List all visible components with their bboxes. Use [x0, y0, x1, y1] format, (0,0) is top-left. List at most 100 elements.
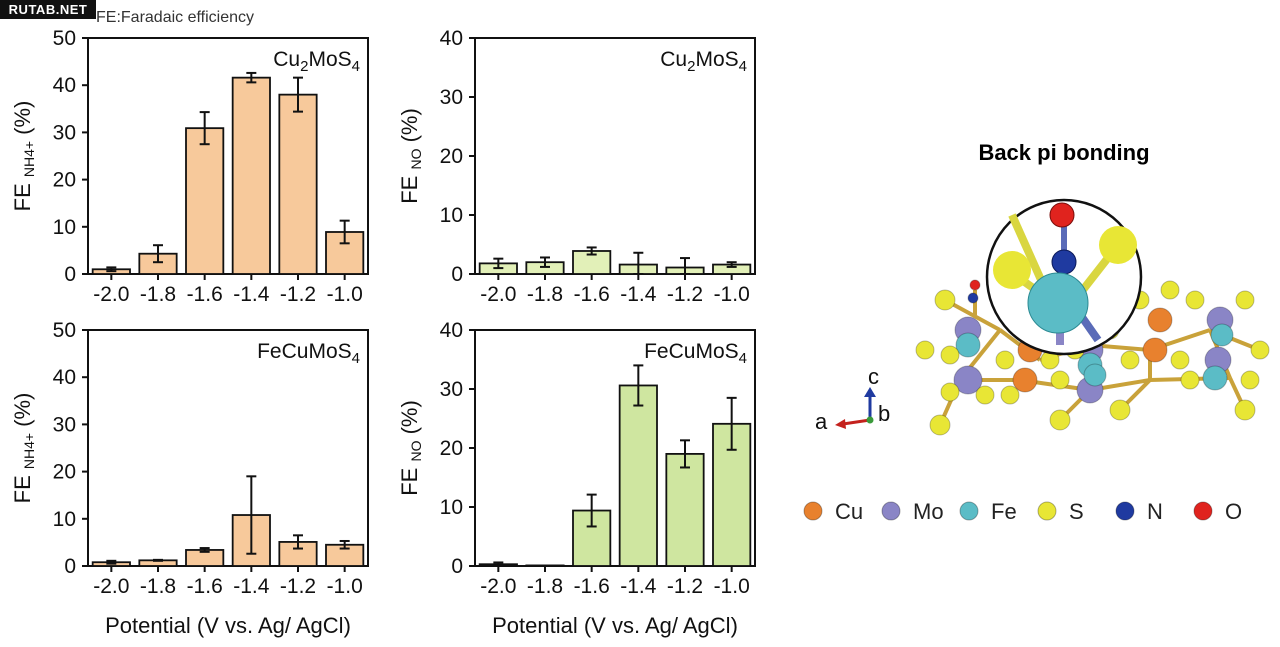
atom-s: [1234, 399, 1256, 421]
atom-o: [969, 279, 981, 291]
bar: [185, 127, 225, 275]
y-tick-label: 20: [440, 437, 463, 460]
y-tick-label: 20: [53, 169, 76, 192]
plot-frame: [87, 37, 369, 275]
plot-frame: [474, 37, 756, 275]
y-tick-label: 30: [440, 86, 463, 109]
atom-s: [1120, 350, 1140, 370]
y-tick-label: 50: [53, 27, 76, 50]
y-tick-label: 0: [64, 555, 76, 578]
faradaic-efficiency-note: FE:Faradaic efficiency: [96, 9, 254, 26]
bar: [618, 384, 658, 567]
x-tick-label: -1.0: [714, 575, 750, 598]
atom-s: [1049, 409, 1071, 431]
plot-frame: [87, 329, 369, 567]
x-tick-label: -2.0: [480, 283, 516, 306]
atom-s: [929, 414, 951, 436]
watermark: RUTAB.NET: [0, 0, 96, 19]
x-tick-label: -1.4: [620, 575, 657, 598]
y-tick-label: 30: [53, 413, 76, 436]
axis-c-label: c: [868, 364, 879, 389]
legend-swatch-fe: [959, 501, 979, 521]
x-tick-label: -1.8: [527, 283, 563, 306]
bar: [525, 564, 565, 567]
atom-s: [1235, 290, 1255, 310]
atom-s: [915, 340, 935, 360]
y-tick-label: 20: [440, 145, 463, 168]
x-tick-label: -2.0: [93, 575, 129, 598]
y-tick-label: 30: [440, 378, 463, 401]
axis-b-label: b: [878, 401, 890, 426]
legend-swatch-n: [1115, 501, 1135, 521]
x-tick-label: -2.0: [480, 575, 516, 598]
y-tick-label: 40: [440, 319, 463, 342]
x-tick-label: -1.6: [187, 283, 223, 306]
x-axis-label: Potential (V vs. Ag/ AgCl): [105, 613, 351, 638]
panel-label: Cu2MoS4: [660, 48, 747, 75]
x-tick-label: -1.2: [280, 575, 316, 598]
atom-fe: [1210, 323, 1234, 347]
element-legend: Cu Mo Fe S N O: [803, 499, 1242, 524]
charts-group: 0 10 20 30 40 50 -2.0 -1.8 -1.6 -1.4 -1.2 -1.0 Cu2Mo…: [10, 27, 756, 638]
legend-swatch-o: [1193, 501, 1213, 521]
panel-label: FeCuMoS4: [644, 340, 747, 367]
x-tick-label: -1.6: [574, 283, 610, 306]
atom-fe: [1083, 363, 1107, 387]
atom-s: [1185, 290, 1205, 310]
panel-label: Cu2MoS4: [273, 48, 360, 75]
x-tick-label: -1.8: [140, 575, 176, 598]
bar: [231, 76, 271, 275]
bar: [278, 93, 318, 275]
y-tick-label: 50: [53, 319, 76, 342]
atom-s: [1050, 370, 1070, 390]
x-tick-label: -1.8: [527, 575, 563, 598]
atom-s: [940, 345, 960, 365]
panel-label: FeCuMoS4: [257, 340, 360, 367]
x-tick-label: -1.2: [667, 283, 703, 306]
y-tick-label: 40: [53, 366, 76, 389]
atom-s: [995, 350, 1015, 370]
y-tick-label: 0: [64, 263, 76, 286]
legend-label-cu: Cu: [835, 499, 863, 524]
y-tick-label: 40: [440, 27, 463, 50]
x-tick-label: -1.2: [667, 575, 703, 598]
bar: [665, 452, 705, 567]
zoom-circle: [985, 198, 1143, 356]
atom-cu: [1012, 367, 1038, 393]
atom-cu: [1142, 337, 1168, 363]
legend-swatch-mo: [881, 501, 901, 521]
y-tick-label: 30: [53, 121, 76, 144]
x-tick-label: -1.4: [233, 283, 270, 306]
x-tick-label: -1.6: [187, 575, 223, 598]
atom-mo: [953, 365, 983, 395]
y-axis-label: FE NH4+ (%): [10, 393, 37, 504]
atom-s: [1109, 399, 1131, 421]
axis-a-label: a: [815, 409, 828, 434]
atom-s: [975, 385, 995, 405]
atom-s: [1250, 340, 1270, 360]
legend-swatch-cu: [803, 501, 823, 521]
legend-label-fe: Fe: [991, 499, 1017, 524]
y-tick-label: 40: [53, 74, 76, 97]
x-tick-label: -1.0: [714, 283, 750, 306]
atom-fe: [955, 332, 981, 358]
legend-swatch-s: [1037, 501, 1057, 521]
atom-cu: [1147, 307, 1173, 333]
atom-s: [1000, 385, 1020, 405]
atom-s: [1160, 280, 1180, 300]
atom-s: [1180, 370, 1200, 390]
legend-label-n: N: [1147, 499, 1163, 524]
x-tick-label: -1.4: [620, 283, 657, 306]
atom-s: [1170, 350, 1190, 370]
atom-s: [1240, 370, 1260, 390]
y-axis-label: FE NH4+ (%): [10, 101, 37, 212]
x-axis-label: Potential (V vs. Ag/ AgCl): [492, 613, 738, 638]
atom-n: [967, 292, 979, 304]
y-axis-label: FE NO (%): [397, 108, 424, 204]
legend-label-mo: Mo: [913, 499, 944, 524]
axes-indicator: c a b: [815, 364, 890, 434]
atom-s: [934, 289, 956, 311]
y-tick-label: 0: [451, 555, 463, 578]
y-axis-label: FE NO (%): [397, 400, 424, 496]
